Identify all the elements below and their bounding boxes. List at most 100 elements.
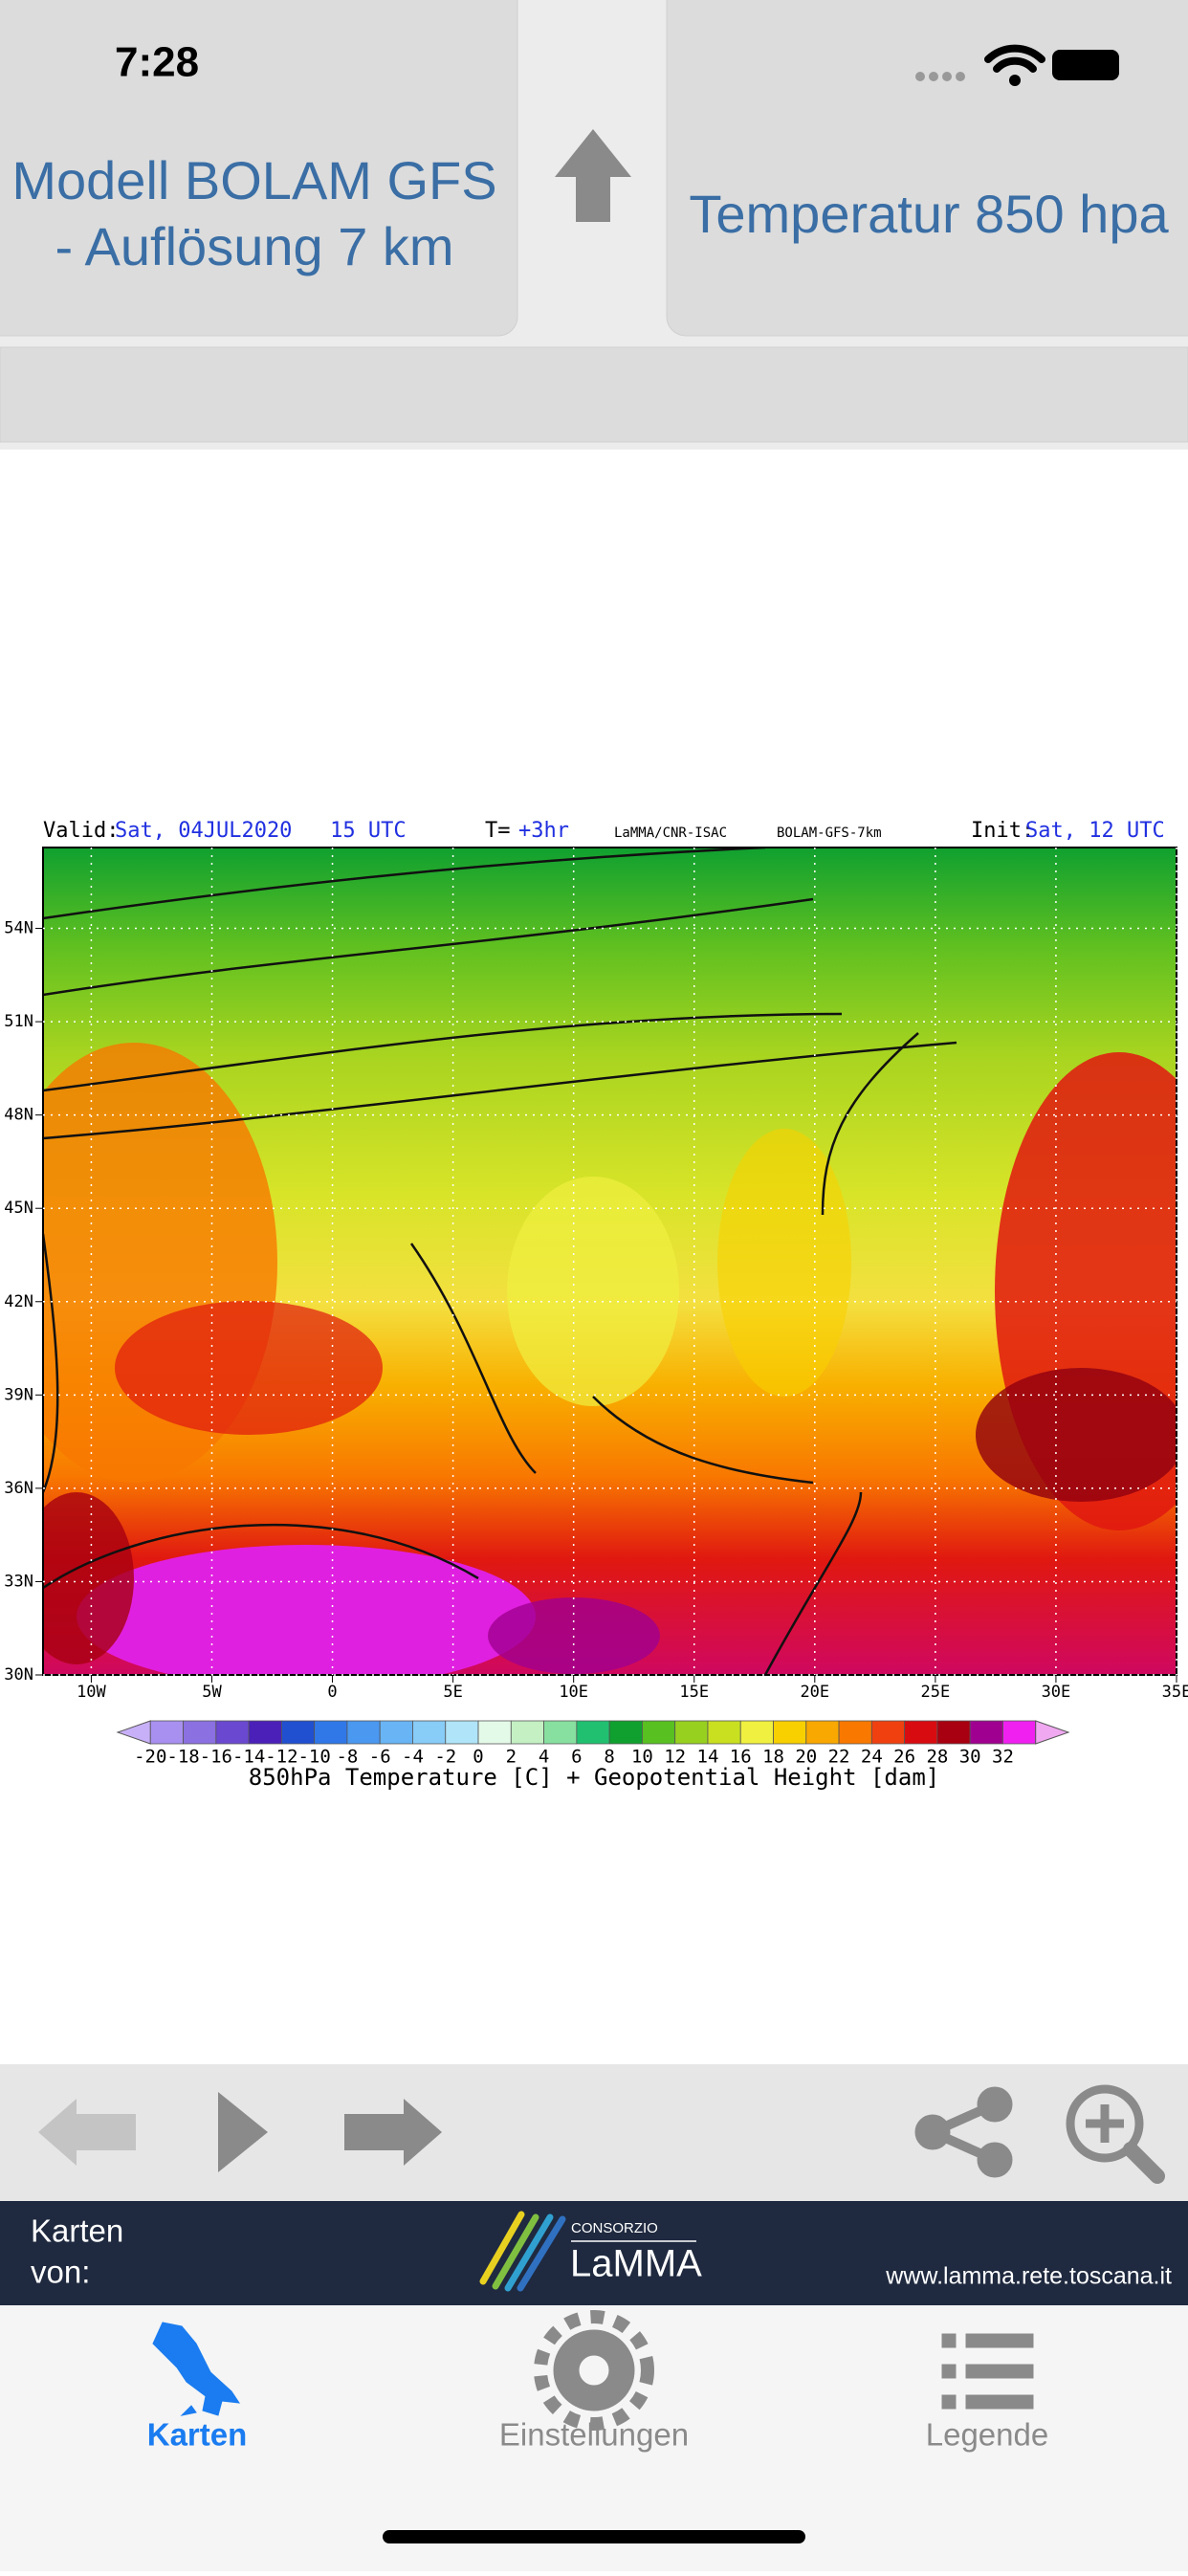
- colorbar-box: [543, 1720, 578, 1745]
- next-button[interactable]: [344, 2099, 442, 2166]
- tab-label[interactable]: Karten: [147, 2417, 248, 2453]
- credit-bar: [0, 2201, 1188, 2305]
- status-time: 7:28: [115, 39, 199, 86]
- colorbar-box: [805, 1720, 840, 1745]
- init-label: Init:: [971, 819, 1034, 843]
- x-tick-label: 5W: [202, 1683, 222, 1702]
- y-tick-label: 45N: [4, 1199, 33, 1218]
- colorbar-label: 18: [762, 1747, 784, 1768]
- colorbar-label: -10: [297, 1747, 330, 1768]
- colorbar-label: 14: [697, 1747, 719, 1768]
- lead-time: +3hr: [518, 819, 569, 843]
- colorbar-label: -2: [434, 1747, 456, 1768]
- date-bar[interactable]: [0, 346, 1188, 443]
- share-button[interactable]: [914, 2086, 1013, 2178]
- y-tick-label: 36N: [4, 1479, 33, 1498]
- colorbar-end: [116, 1720, 151, 1745]
- caption: 850hPa Temperature [C] + Geopotential He…: [249, 1764, 939, 1791]
- wifi: [984, 44, 1045, 73]
- colorbar-box: [969, 1720, 1003, 1745]
- tab-icon-legende[interactable]: [941, 2333, 1034, 2410]
- valid-label: Valid:: [43, 819, 119, 843]
- colorbar-box: [674, 1720, 709, 1745]
- colorbar-box: [773, 1720, 807, 1745]
- colorbar-label: -4: [402, 1747, 424, 1768]
- map-image: [43, 848, 1177, 1675]
- colorbar-box: [707, 1720, 741, 1745]
- toolbar: [0, 2064, 1188, 2201]
- colorbar-box: [248, 1720, 282, 1745]
- credit-line-2: von:: [31, 2255, 90, 2290]
- colorbar-end: [1035, 1720, 1070, 1745]
- lead-label: T=: [485, 819, 511, 843]
- y-tick-label: 54N: [4, 919, 33, 938]
- colorbar-label: 24: [861, 1747, 883, 1768]
- logo: LaMMA: [570, 2243, 702, 2285]
- x-tick-label: 35E: [1162, 1683, 1188, 1702]
- model-name: BOLAM-GFS-7km: [777, 826, 882, 841]
- parameter-title: Temperatur 850 hpa: [689, 184, 1169, 244]
- up-arrow[interactable]: [555, 129, 631, 222]
- tab-icon-karten[interactable]: [152, 2322, 241, 2416]
- colorbar-box: [510, 1720, 544, 1745]
- colorbar-box: [1002, 1720, 1037, 1745]
- source: LaMMA/CNR-ISAC: [614, 826, 727, 841]
- colorbar-box: [149, 1720, 184, 1745]
- colorbar-box: [936, 1720, 971, 1745]
- battery: [1052, 50, 1119, 80]
- colorbar-box: [183, 1720, 217, 1745]
- colorbar-label: 32: [992, 1747, 1014, 1768]
- parameter-button[interactable]: [666, 0, 1188, 337]
- colorbar-label: 28: [926, 1747, 948, 1768]
- colorbar-label: -20: [134, 1747, 166, 1768]
- colorbar-label: 12: [664, 1747, 686, 1768]
- colorbar-box: [412, 1720, 447, 1745]
- colorbar-label: 26: [893, 1747, 915, 1768]
- logo-small: CONSORZIO: [571, 2220, 658, 2236]
- x-tick-label: 15E: [679, 1683, 709, 1702]
- colorbar-label: 8: [604, 1747, 614, 1768]
- play-button[interactable]: [218, 2092, 268, 2172]
- y-tick-label: 33N: [4, 1572, 33, 1591]
- tab-icon-einstellungen[interactable]: [534, 2310, 654, 2431]
- colorbar-box: [739, 1720, 774, 1745]
- y-tick-label: 30N: [4, 1665, 33, 1684]
- tab-label[interactable]: Einstellungen: [499, 2417, 689, 2453]
- init-time: Sat, 12 UTC: [1025, 819, 1165, 843]
- x-tick-label: 25E: [921, 1683, 951, 1702]
- colorbar-box: [314, 1720, 348, 1745]
- colorbar-label: -14: [232, 1747, 265, 1768]
- colorbar-label: -16: [200, 1747, 232, 1768]
- colorbar-box: [838, 1720, 872, 1745]
- y-tick-label: 51N: [4, 1012, 33, 1031]
- x-tick-label: 5E: [443, 1683, 462, 1702]
- colorbar-label: 16: [730, 1747, 752, 1768]
- colorbar-label: 30: [959, 1747, 981, 1768]
- colorbar-label: 10: [631, 1747, 653, 1768]
- colorbar-label: 0: [473, 1747, 483, 1768]
- model-button[interactable]: [0, 0, 518, 337]
- wifi-dot: [1009, 75, 1021, 86]
- x-tick-label: 10W: [77, 1683, 106, 1702]
- colorbar-box: [280, 1720, 316, 1745]
- y-tick-label: 48N: [4, 1106, 33, 1125]
- colorbar-label: 2: [506, 1747, 517, 1768]
- tab-label[interactable]: Legende: [926, 2417, 1048, 2453]
- colorbar-box: [346, 1720, 381, 1745]
- colorbar-box: [379, 1720, 413, 1745]
- x-tick-label: 10E: [559, 1683, 588, 1702]
- colorbar-label: -8: [336, 1747, 358, 1768]
- colorbar-box: [445, 1720, 479, 1745]
- zoom-button[interactable]: [1066, 2084, 1165, 2184]
- signal: [915, 72, 965, 81]
- previous-button[interactable]: [38, 2099, 136, 2166]
- y-tick-label: 39N: [4, 1385, 33, 1404]
- y-tick-label: 42N: [4, 1292, 33, 1311]
- x-tick-label: 30E: [1042, 1683, 1071, 1702]
- home-indicator: [383, 2530, 805, 2543]
- colorbar-box: [642, 1720, 676, 1745]
- colorbar-box: [477, 1720, 512, 1745]
- credit-line-1: Karten: [31, 2213, 123, 2249]
- colorbar-label: 22: [828, 1747, 850, 1768]
